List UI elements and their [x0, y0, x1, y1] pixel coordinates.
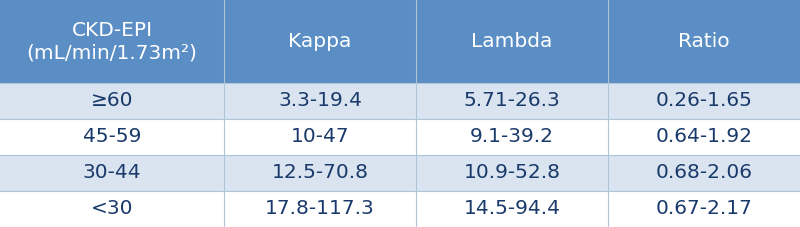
Bar — [416, 0, 608, 83]
Bar — [224, 155, 416, 191]
Text: 0.68-2.06: 0.68-2.06 — [655, 163, 753, 183]
Bar — [608, 0, 800, 83]
Bar — [608, 155, 800, 191]
Text: Lambda: Lambda — [471, 32, 553, 51]
Text: 17.8-117.3: 17.8-117.3 — [265, 200, 375, 218]
Bar — [0, 155, 224, 191]
Bar — [416, 155, 608, 191]
Text: 30-44: 30-44 — [82, 163, 142, 183]
Bar — [0, 191, 224, 227]
Text: 45-59: 45-59 — [83, 127, 141, 146]
Bar — [608, 119, 800, 155]
Text: Kappa: Kappa — [288, 32, 352, 51]
Text: CKD-EPI
(mL/min/1.73m²): CKD-EPI (mL/min/1.73m²) — [26, 21, 198, 62]
Bar — [608, 83, 800, 119]
Text: ≥60: ≥60 — [90, 91, 134, 110]
Bar — [416, 119, 608, 155]
Text: 12.5-70.8: 12.5-70.8 — [271, 163, 369, 183]
Bar — [224, 119, 416, 155]
Text: 0.67-2.17: 0.67-2.17 — [655, 200, 753, 218]
Bar — [224, 0, 416, 83]
Text: Ratio: Ratio — [678, 32, 730, 51]
Bar — [224, 191, 416, 227]
Bar — [0, 119, 224, 155]
Bar — [608, 191, 800, 227]
Text: 14.5-94.4: 14.5-94.4 — [463, 200, 561, 218]
Bar — [416, 83, 608, 119]
Text: 5.71-26.3: 5.71-26.3 — [464, 91, 560, 110]
Text: 0.64-1.92: 0.64-1.92 — [655, 127, 753, 146]
Text: <30: <30 — [90, 200, 134, 218]
Bar — [0, 0, 224, 83]
Bar — [416, 191, 608, 227]
Bar — [0, 83, 224, 119]
Text: 0.26-1.65: 0.26-1.65 — [655, 91, 753, 110]
Bar — [224, 83, 416, 119]
Text: 10.9-52.8: 10.9-52.8 — [463, 163, 561, 183]
Text: 3.3-19.4: 3.3-19.4 — [278, 91, 362, 110]
Text: 9.1-39.2: 9.1-39.2 — [470, 127, 554, 146]
Text: 10-47: 10-47 — [290, 127, 350, 146]
